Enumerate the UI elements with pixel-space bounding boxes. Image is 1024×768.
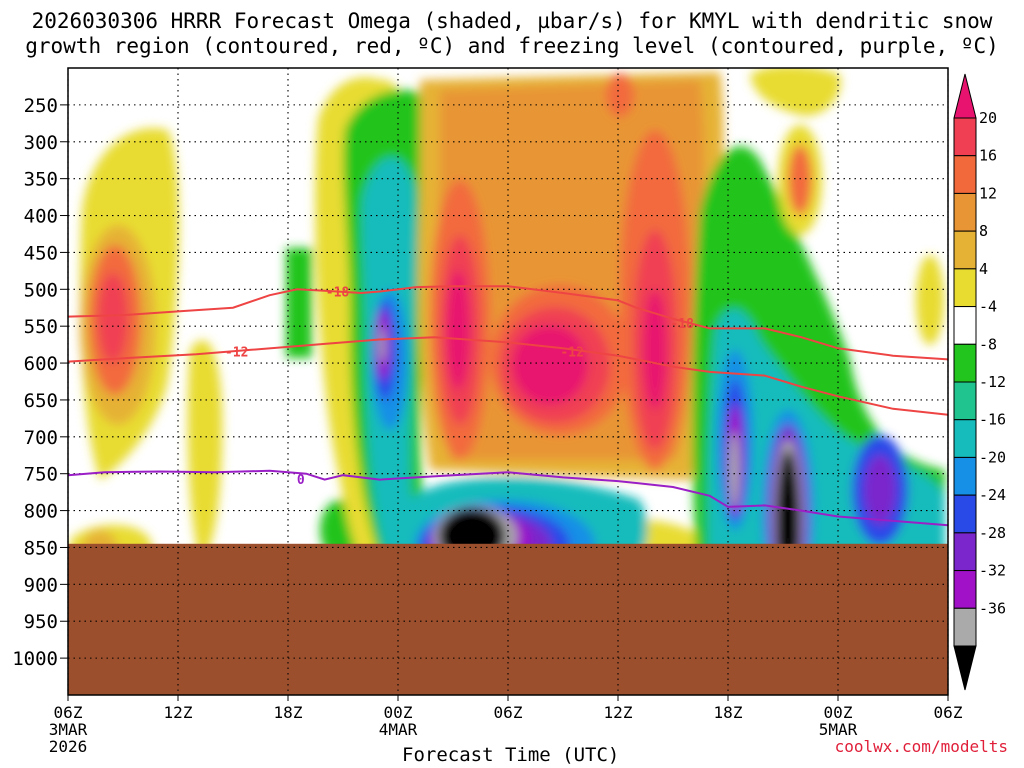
x-tick-label: 06Z <box>934 703 963 722</box>
contour-line--18 <box>67 285 949 361</box>
colorbar-label: 16 <box>979 147 997 165</box>
contour-label-0: 0 <box>297 473 305 488</box>
x-tick-year: 2026 <box>49 737 88 756</box>
x-tick-date: 4MAR <box>379 720 418 739</box>
colorbar-label: -12 <box>979 373 1006 391</box>
contour-label--18: -18 <box>670 317 694 332</box>
x-tick-label: 18Z <box>714 703 743 722</box>
colorbar-bin <box>953 494 977 534</box>
y-tick-label: 850 <box>24 537 58 559</box>
y-tick-label: 450 <box>24 242 58 264</box>
contour-label--18: -18 <box>326 286 350 301</box>
x-tick-date: 5MAR <box>819 720 858 739</box>
colorbar-label: -28 <box>979 524 1006 542</box>
y-tick-label: 250 <box>24 95 58 117</box>
colorbar-label: -16 <box>979 411 1006 429</box>
colorbar-bin <box>953 381 977 421</box>
x-tick-label: 06Z <box>54 703 83 722</box>
colorbar-label: 20 <box>979 109 997 127</box>
contour-line--12 <box>67 336 949 416</box>
y-tick-label: 400 <box>24 206 58 228</box>
x-tick-date: 3MAR <box>49 720 88 739</box>
contour-label--12: -12 <box>560 345 583 360</box>
colorbar-bin <box>953 306 977 345</box>
chart-title-line-1: 2026030306 HRRR Forecast Omega (shaded, … <box>31 9 993 33</box>
contour-line-0 <box>67 469 949 527</box>
colorbar-bottom-arrow <box>953 645 977 691</box>
y-tick-label: 550 <box>24 316 58 338</box>
colorbar-label: 12 <box>979 184 997 202</box>
colorbar-bin <box>953 230 977 270</box>
y-tick-label: 900 <box>24 574 58 596</box>
y-tick-label: 500 <box>24 279 58 301</box>
x-tick-label: 06Z <box>494 703 523 722</box>
grid-lines <box>67 68 949 695</box>
y-tick-label: 800 <box>24 501 58 523</box>
y-tick-label: 700 <box>24 427 58 449</box>
colorbar-bin <box>953 607 977 647</box>
colorbar-label: 8 <box>979 222 988 240</box>
colorbar-label: -8 <box>979 335 997 353</box>
colorbar-bin <box>953 343 977 383</box>
y-tick-label: 600 <box>24 353 58 375</box>
x-axis-label: Forecast Time (UTC) <box>402 744 620 766</box>
colorbar-label: -24 <box>979 486 1006 504</box>
colorbar-label: -32 <box>979 562 1006 580</box>
contour-lines: -18 -18 -12 -12 0 <box>67 285 949 527</box>
omega-shading <box>70 68 945 610</box>
y-tick-label: 650 <box>24 390 58 412</box>
x-tick-label: 18Z <box>274 703 303 722</box>
y-tick-label: 1000 <box>12 648 58 670</box>
colorbar-bin <box>953 268 977 308</box>
colorbar-bin <box>953 155 977 194</box>
x-tick-label: 00Z <box>824 703 853 722</box>
colorbar-bin <box>953 117 977 157</box>
colorbar-bin <box>953 192 977 232</box>
colorbar-bin <box>953 419 977 458</box>
x-tick-label: 12Z <box>604 703 633 722</box>
colorbar-bin <box>953 532 977 572</box>
y-tick-label: 950 <box>24 611 58 633</box>
colorbar-label: -20 <box>979 448 1006 466</box>
chart-title-line-2: growth region (contoured, red, ºC) and f… <box>25 34 999 58</box>
x-tick-label: 12Z <box>164 703 193 722</box>
colorbar-label: -4 <box>979 298 997 316</box>
colorbar-label: 4 <box>979 260 988 278</box>
colorbar-top-arrow <box>953 73 977 119</box>
y-axis: 250 300 350 400 450 500 550 600 650 700 750 800 850 9… <box>12 95 68 670</box>
colorbar-bin <box>953 456 977 496</box>
colorbar-label: -36 <box>979 599 1006 617</box>
y-tick-label: 350 <box>24 169 58 191</box>
y-tick-label: 300 <box>24 132 58 154</box>
source-credit: coolwx.com/modelts <box>834 737 1008 756</box>
x-tick-label: 00Z <box>384 703 413 722</box>
colorbar: 20 16 12 8 4 -4 -8 -12 -16 -20 -24 -28 -32 -36 <box>953 73 1006 691</box>
contour-label--12: -12 <box>225 345 248 360</box>
y-tick-label: 750 <box>24 464 58 486</box>
colorbar-bin <box>953 570 977 609</box>
